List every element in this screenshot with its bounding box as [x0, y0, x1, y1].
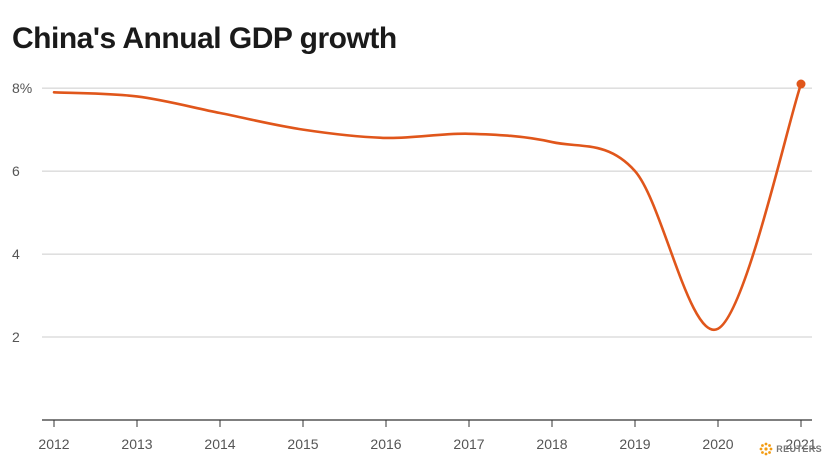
x-tick-label-2015: 2015	[287, 436, 318, 452]
x-tick-label-2021: 2021	[785, 436, 816, 452]
x-tick-label-2017: 2017	[453, 436, 484, 452]
data-point-2015	[301, 128, 305, 132]
y-tick-label-4: 4	[12, 246, 20, 262]
x-axis	[42, 419, 812, 427]
y-tick-label-8: 8%	[12, 80, 32, 96]
data-point-2017	[467, 132, 471, 136]
grid-lines	[42, 87, 812, 338]
data-point-2019	[633, 169, 637, 173]
series	[52, 79, 806, 331]
reuters-logo-text: REUTERS	[776, 444, 822, 454]
y-tick-label-6: 6	[12, 163, 20, 179]
reuters-logo: REUTERS	[759, 442, 822, 456]
data-point-2016	[384, 136, 388, 140]
x-axis-tick-labels: 2012 2013 2014 2015 2016 2017 2018 2019 2020 2021	[38, 436, 816, 452]
reuters-logo-icon	[759, 442, 773, 456]
data-point-2014	[218, 111, 222, 115]
x-tick-label-2013: 2013	[121, 436, 152, 452]
y-axis-tick-labels: 2 4 6 8%	[12, 80, 32, 345]
x-tick-label-2019: 2019	[619, 436, 650, 452]
x-tick-label-2014: 2014	[204, 436, 235, 452]
data-point-2012	[52, 90, 56, 94]
x-tick-label-2018: 2018	[536, 436, 567, 452]
x-tick-label-2016: 2016	[370, 436, 401, 452]
data-point-2018	[550, 140, 554, 144]
series-line-0	[52, 82, 803, 331]
data-point-2021	[796, 79, 806, 89]
y-tick-label-2: 2	[12, 329, 20, 345]
x-tick-label-2020: 2020	[702, 436, 733, 452]
data-point-2020	[716, 327, 720, 331]
data-point-2013	[135, 94, 139, 98]
chart-title: China's Annual GDP growth	[12, 22, 397, 55]
x-tick-label-2012: 2012	[38, 436, 69, 452]
